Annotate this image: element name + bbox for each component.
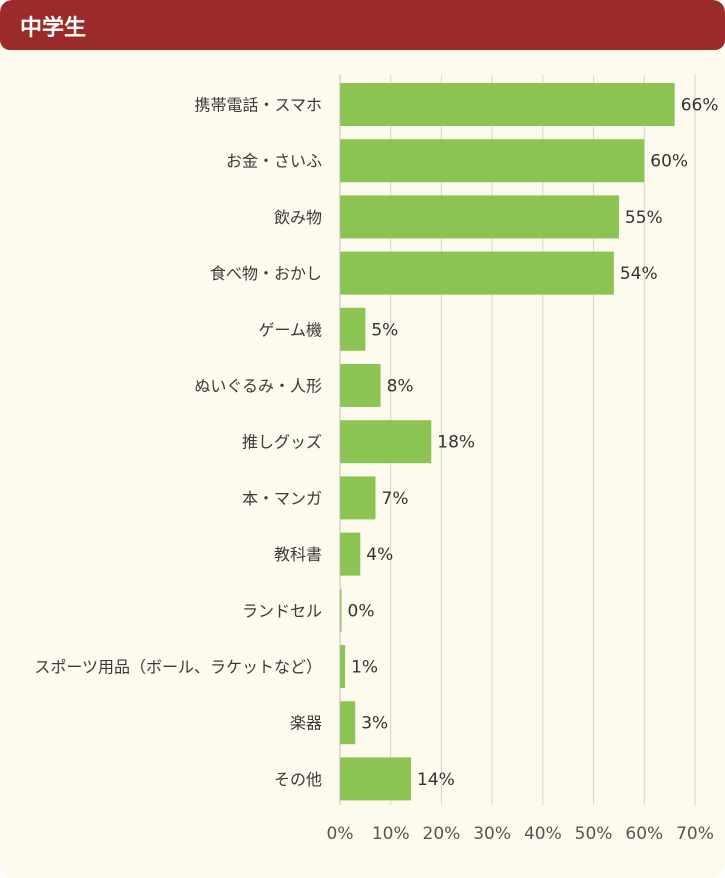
category-label: 食べ物・おかし [210,264,322,283]
bar [340,476,376,520]
bar [340,420,432,464]
category-label: 教科書 [274,545,322,564]
x-tick-label: 70% [676,824,714,844]
value-label: 14% [417,770,455,790]
value-label: 18% [437,433,475,453]
x-tick-label: 0% [327,824,354,844]
value-label: 3% [361,714,388,734]
bar [340,195,619,239]
value-label: 55% [625,208,663,228]
bar [340,307,366,351]
header-bar: 中学生 [0,0,725,50]
category-label: 楽器 [290,714,322,733]
bar [340,251,614,295]
x-tick-label: 20% [423,824,461,844]
bar [340,83,675,126]
bar [340,139,645,183]
category-label: 飲み物 [274,208,322,227]
x-tick-label: 30% [473,824,511,844]
category-label: その他 [274,770,322,789]
value-label: 60% [650,152,688,172]
x-tick-label: 40% [524,824,562,844]
bar [340,645,346,688]
bar [340,588,342,632]
category-label: 推しグッズ [242,433,322,452]
bar [340,364,381,407]
value-label: 0% [348,601,375,621]
bar [340,757,411,801]
value-label: 54% [620,264,658,284]
category-label: 携帯電話・スマホ [194,96,322,115]
value-label: 5% [371,320,398,340]
category-label: ランドセル [242,601,322,620]
category-label: ゲーム機 [258,320,322,339]
value-label: 8% [387,377,414,397]
category-label: ぬいぐるみ・人形 [194,377,322,396]
value-label: 66% [681,96,719,116]
value-label: 4% [366,545,393,565]
x-tick-label: 10% [372,824,410,844]
x-tick-label: 50% [575,824,613,844]
value-label: 7% [382,489,409,509]
bar [340,532,361,576]
category-label: 本・マンガ [242,489,322,508]
category-label: お金・さいふ [226,152,322,171]
category-label: スポーツ用品（ボール、ラケットなど） [34,658,322,677]
chart-title: 中学生 [20,16,87,41]
value-label: 1% [351,658,378,678]
bar [340,701,356,745]
x-tick-label: 60% [625,824,663,844]
